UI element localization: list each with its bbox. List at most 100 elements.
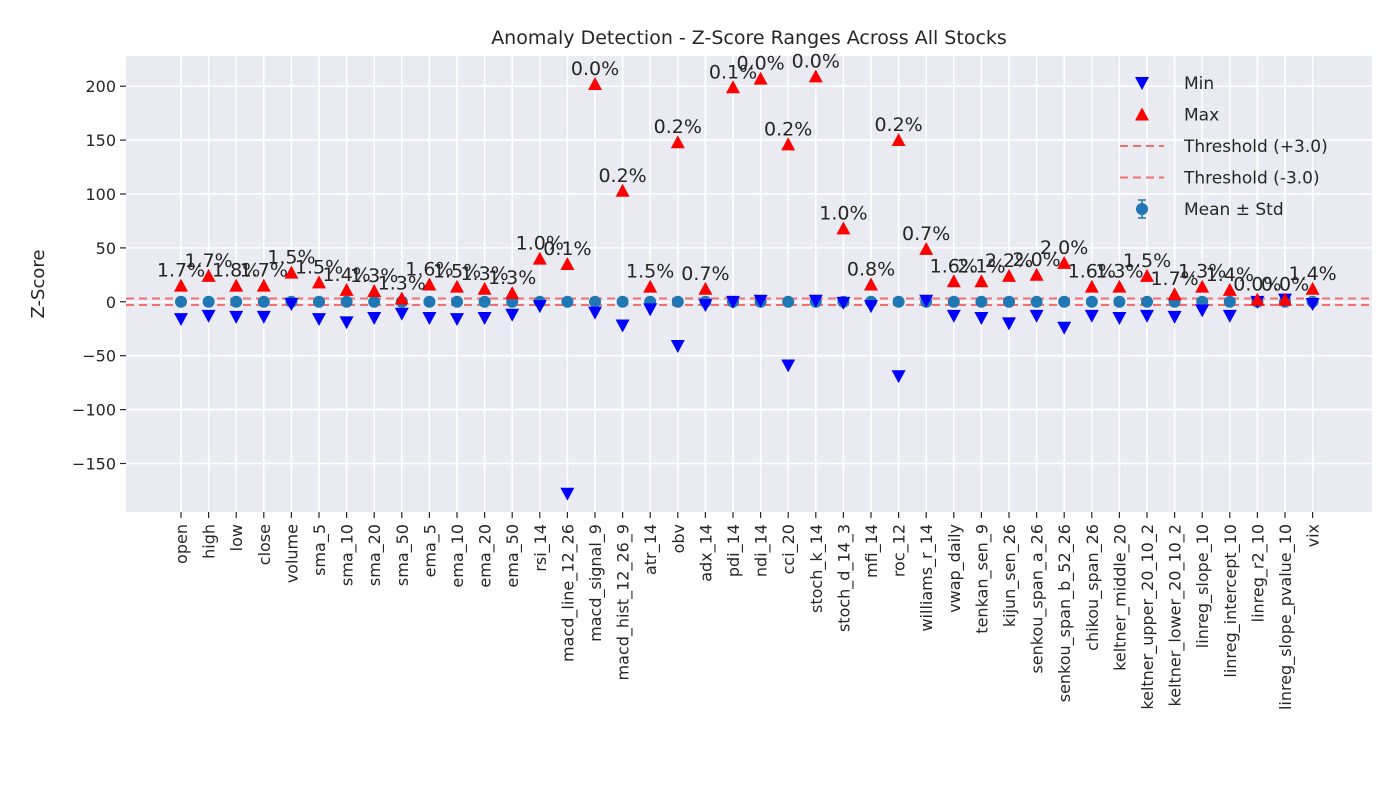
min-point [753, 294, 768, 308]
y-axis-label: Z-Score [28, 250, 49, 319]
mean-point [451, 295, 463, 308]
max-point [1195, 279, 1210, 293]
min-point [643, 303, 658, 317]
percent-label: 0.0% [736, 53, 784, 75]
x-tick-label: chikou_span_26 [1083, 524, 1103, 651]
max-point [1222, 282, 1237, 296]
min-point [1195, 304, 1210, 318]
mean-point [1003, 295, 1015, 308]
legend-max-marker [1135, 107, 1149, 121]
min-point [1002, 317, 1016, 331]
min-point [339, 316, 354, 330]
percent-label: 1.6% [405, 259, 453, 281]
y-tick-label: −50 [82, 347, 116, 366]
percent-label: 2.1% [957, 255, 1005, 277]
max-point [1140, 268, 1154, 282]
percent-label: 0.2% [654, 116, 702, 138]
max-point [505, 286, 520, 300]
min-point [864, 300, 878, 314]
percent-label: 1.7% [240, 260, 288, 282]
max-point [1002, 268, 1016, 282]
max-point [367, 284, 382, 297]
percent-label: 2.2% [985, 250, 1033, 272]
max-point [1057, 255, 1072, 269]
max-point [256, 278, 271, 292]
max-point [836, 221, 851, 235]
max-point [670, 135, 685, 149]
x-tick-label: atr_14 [641, 524, 661, 575]
min-point [670, 340, 685, 353]
max-point [753, 71, 768, 85]
x-tick-label: keltner_lower_20_10_2 [1166, 524, 1186, 706]
percent-label: 0.2% [764, 118, 812, 140]
mean-point [313, 295, 325, 308]
x-tick-label: keltner_upper_20_10_2 [1138, 524, 1158, 710]
max-point [726, 80, 740, 94]
percent-annotations: 1.7%1.7%1.8%1.7%1.5%1.5%1.4%1.3%1.3%1.6%… [157, 50, 1337, 295]
min-point [974, 312, 989, 325]
percent-label: 0.8% [847, 259, 895, 281]
max-point [229, 278, 244, 292]
min-point [505, 308, 520, 322]
mean-point [175, 295, 187, 308]
x-tick-label: williams_r_14 [917, 524, 937, 632]
x-tick-label: macd_hist_12_26_9 [614, 524, 634, 680]
max-point [1029, 267, 1044, 281]
legend-label: Min [1184, 74, 1214, 94]
x-tick-label: close [255, 524, 274, 565]
y-tick-label: 200 [85, 77, 116, 96]
percent-label: 1.6% [1068, 261, 1116, 283]
x-tick-label: ema_5 [420, 524, 440, 577]
max-point [394, 291, 409, 305]
min-point [726, 295, 740, 309]
percent-label: 1.4% [322, 264, 370, 286]
max-point [643, 279, 658, 293]
min-point [1167, 310, 1182, 324]
min-point [615, 319, 630, 333]
max-point [1305, 281, 1320, 295]
mean-point [1223, 295, 1236, 308]
min-point [174, 313, 188, 327]
x-tick-label: rsi_14 [531, 524, 551, 572]
min-point [891, 370, 906, 384]
max-point [339, 282, 354, 296]
mean-point [257, 295, 270, 308]
min-point [229, 310, 244, 324]
x-tick-label: obv [669, 524, 688, 553]
mean-point [1141, 295, 1153, 308]
x-tick-label: roc_12 [890, 524, 910, 577]
percent-label: 0.1% [543, 238, 591, 260]
y-tick-label: 100 [85, 185, 116, 204]
x-tick-label: ema_10 [448, 524, 468, 588]
min-point [394, 307, 409, 321]
x-tick-label: stoch_d_14_3 [834, 524, 854, 632]
min-point [201, 309, 216, 323]
mean-point [230, 295, 243, 308]
y-tick-label: −150 [72, 454, 116, 473]
mean-point [975, 295, 988, 308]
max-point [1278, 292, 1292, 306]
min-point [1057, 321, 1072, 335]
x-tick-label: low [227, 524, 246, 551]
mean-point [561, 295, 574, 308]
plot-area [126, 56, 1372, 512]
x-tick-label: stoch_k_14 [807, 524, 827, 613]
max-point [532, 251, 547, 265]
x-tick-label: ema_50 [503, 524, 523, 588]
percent-label: 1.7% [184, 250, 232, 272]
max-point [312, 275, 326, 289]
max-point [946, 274, 961, 288]
mean-point [368, 295, 381, 308]
mean-point [616, 295, 629, 308]
x-tick-label: high [200, 524, 219, 559]
max-point [615, 183, 630, 197]
percent-label: 2.0% [1040, 237, 1088, 259]
percent-label: 1.5% [626, 261, 674, 283]
mean-point [947, 295, 960, 308]
mean-point [1113, 295, 1126, 308]
percent-label: 1.3% [350, 265, 398, 287]
data-marks [174, 69, 1320, 501]
percent-label: 0.2% [874, 114, 922, 136]
percent-label: 1.3% [460, 263, 508, 285]
max-point [919, 241, 934, 255]
